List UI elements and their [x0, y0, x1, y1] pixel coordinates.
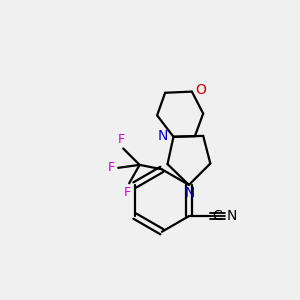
Text: F: F [108, 161, 115, 174]
Text: N: N [184, 186, 195, 200]
Text: F: F [117, 133, 124, 146]
Text: N: N [227, 209, 237, 223]
Text: C: C [212, 209, 222, 223]
Text: F: F [124, 186, 131, 199]
Text: O: O [196, 83, 206, 97]
Text: N: N [158, 129, 168, 143]
